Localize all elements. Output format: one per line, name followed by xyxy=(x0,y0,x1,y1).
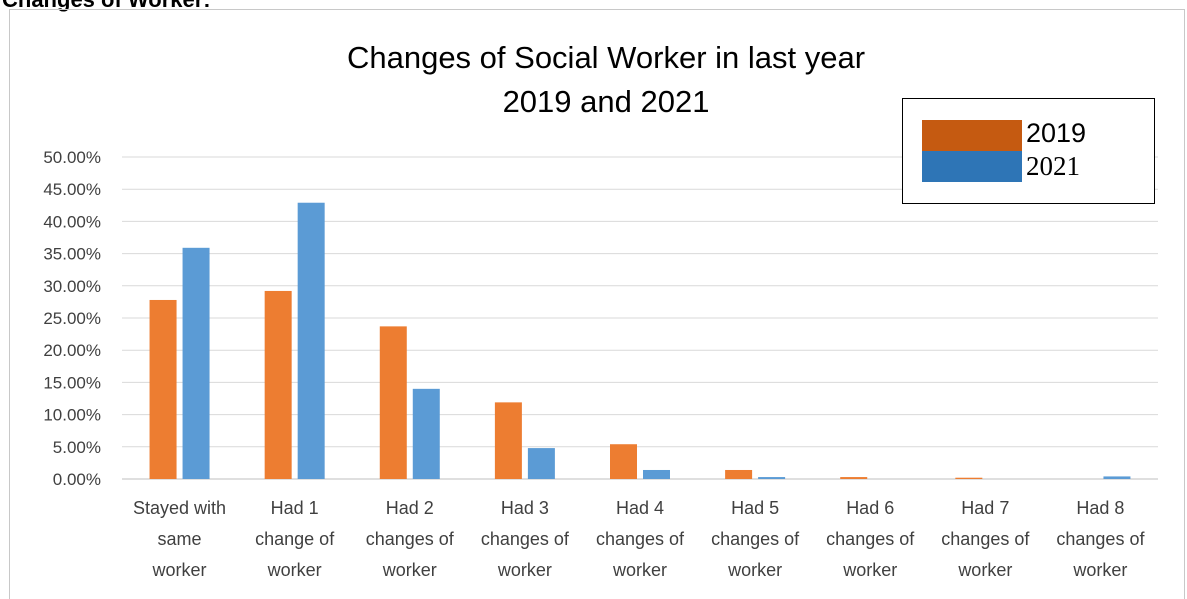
legend-swatch-2019 xyxy=(922,120,1022,151)
legend-swatch-2021 xyxy=(922,151,1022,182)
y-tick-label: 30.00% xyxy=(43,277,101,296)
bar-2021 xyxy=(527,448,555,479)
bars xyxy=(149,202,1131,479)
bar-2021 xyxy=(643,469,670,479)
bar-2019 xyxy=(610,444,637,479)
chart-frame xyxy=(9,9,1185,599)
x-tick-label: Had 8 changes of worker xyxy=(1056,498,1145,580)
chart-subtitle: 2019 and 2021 xyxy=(503,84,710,119)
bar-2019 xyxy=(955,477,983,479)
legend: 2019 2021 xyxy=(902,98,1155,204)
y-tick-label: 20.00% xyxy=(43,341,101,360)
y-tick-label: 35.00% xyxy=(43,245,101,264)
x-tick-label: Had 1 change of worker xyxy=(255,498,335,580)
y-axis: 0.00% 5.00% 10.00% 15.00% 20.00% 25.00% 30.00%… xyxy=(43,148,101,489)
bar-2021 xyxy=(297,202,325,479)
bar-2019 xyxy=(725,469,753,479)
legend-label-2019: 2019 xyxy=(1026,118,1087,148)
bar-2021 xyxy=(182,247,210,479)
x-tick-label: Had 7 changes of worker xyxy=(941,498,1030,580)
legend-label-2021: 2021 xyxy=(1026,151,1080,181)
bar-2019 xyxy=(149,299,177,479)
bar-2019 xyxy=(379,326,407,479)
bar-2021 xyxy=(758,477,786,479)
x-axis: Stayed with same worker Had 1 change of worke… xyxy=(133,498,1145,580)
y-tick-label: 15.00% xyxy=(43,373,101,392)
x-tick-label: Had 3 changes of worker xyxy=(481,498,570,580)
x-tick-label: Had 4 changes of worker xyxy=(596,498,685,580)
y-tick-label: 50.00% xyxy=(43,148,101,167)
x-tick-label: Had 2 changes of worker xyxy=(366,498,455,580)
bar-2021 xyxy=(1103,476,1131,479)
x-tick-label: Had 5 changes of worker xyxy=(711,498,800,580)
y-tick-label: 45.00% xyxy=(43,180,101,199)
y-tick-label: 10.00% xyxy=(43,406,101,425)
bar-2021 xyxy=(412,388,440,479)
bar-2019 xyxy=(840,477,868,479)
y-tick-label: 0.00% xyxy=(53,470,101,489)
chart-title: Changes of Social Worker in last year xyxy=(347,40,865,75)
y-tick-label: 25.00% xyxy=(43,309,101,328)
x-tick-label: Stayed with same worker xyxy=(133,498,226,580)
bar-2019 xyxy=(264,290,292,479)
y-tick-label: 40.00% xyxy=(43,212,101,231)
x-tick-label: Had 6 changes of worker xyxy=(826,498,915,580)
y-tick-label: 5.00% xyxy=(53,438,101,457)
bar-2019 xyxy=(494,402,522,479)
